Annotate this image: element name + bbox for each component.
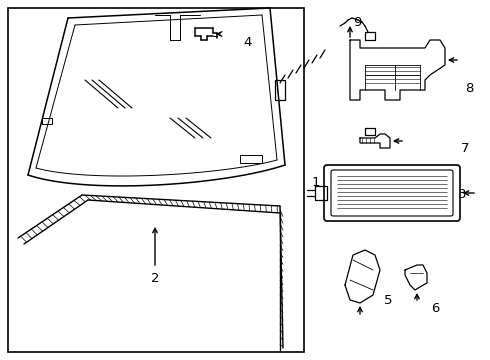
Text: 9: 9 <box>353 15 361 28</box>
Text: 3: 3 <box>458 189 466 202</box>
Bar <box>42 118 52 124</box>
Text: 5: 5 <box>384 293 392 306</box>
FancyBboxPatch shape <box>324 165 460 221</box>
Text: 7: 7 <box>461 141 469 154</box>
Text: 4: 4 <box>244 36 252 49</box>
Text: 8: 8 <box>465 81 473 94</box>
Bar <box>8 8 304 352</box>
Text: 1: 1 <box>312 175 320 189</box>
Text: 2: 2 <box>151 271 159 284</box>
Text: 6: 6 <box>431 302 439 315</box>
Bar <box>240 155 262 163</box>
